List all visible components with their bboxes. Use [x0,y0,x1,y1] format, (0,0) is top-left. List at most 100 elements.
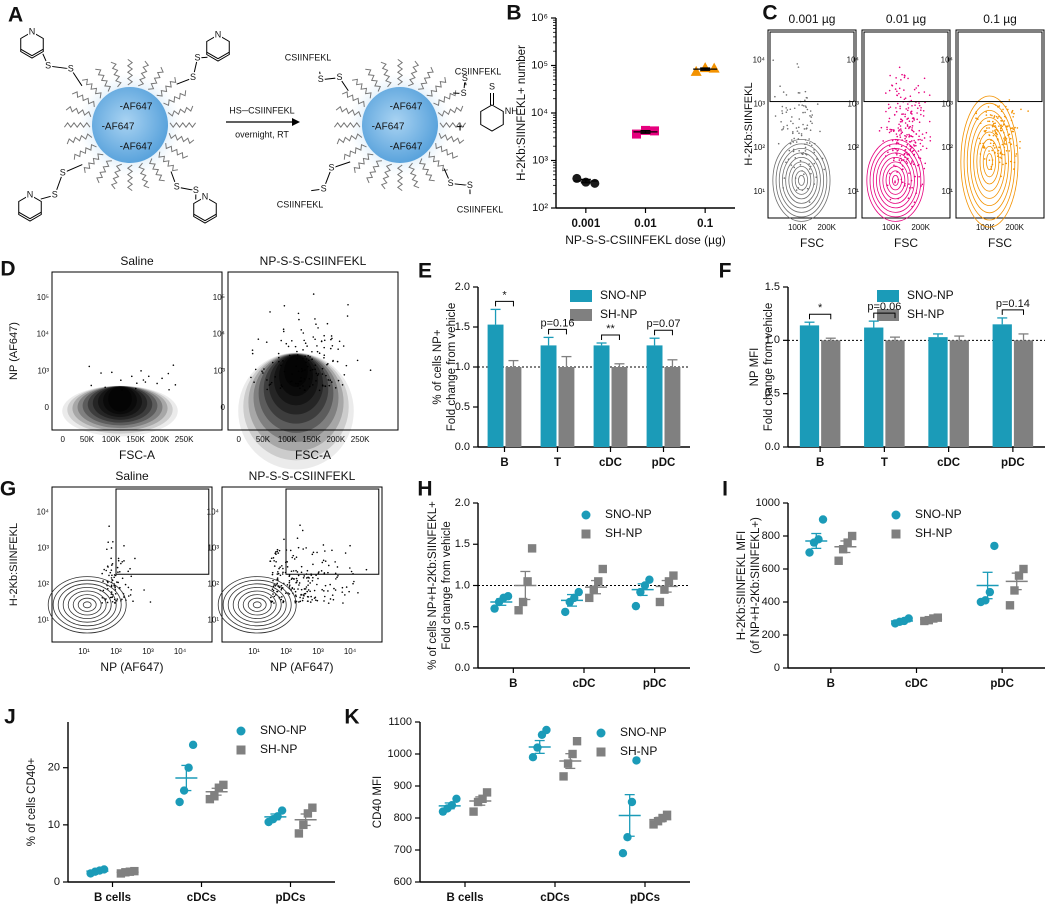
ligand [83,153,104,173]
event [292,554,295,557]
event [925,147,928,150]
legend-label: SH-NP [605,526,642,540]
contour [892,174,899,186]
event [898,129,901,131]
event [907,103,909,105]
event [297,385,299,387]
event [914,175,916,178]
panel-letter: F [719,260,732,283]
y-tick-label: 10⁴ [753,56,766,65]
event [813,149,815,151]
y-tick-label: 20 [48,762,60,774]
event [782,128,785,130]
arrow-head [292,118,300,126]
event [323,339,326,342]
event [1002,163,1004,166]
bar [487,324,504,447]
y-axis-label: % of cells CD40+ [26,757,38,846]
event [132,600,134,603]
event [1008,133,1011,136]
event [890,130,892,132]
contour [876,152,915,209]
point [631,601,641,611]
contour [866,138,925,222]
event [806,142,808,144]
annotation: * [818,302,823,314]
event [900,159,903,162]
legend-swatch [877,309,899,321]
event [915,144,917,147]
contour [798,174,805,186]
event [804,99,806,102]
event [899,155,902,157]
event [910,135,912,137]
event [116,598,119,600]
event [332,359,334,362]
y-tick-label: 10⁵ [37,293,49,302]
point [847,531,857,541]
event [124,583,127,586]
event [307,580,310,582]
ligand [418,158,435,182]
y-tick-label: 800 [394,812,412,824]
event [786,127,789,130]
event [115,599,118,602]
point [528,753,538,762]
event [903,76,906,79]
event [896,135,899,138]
event [907,77,909,80]
event [908,120,911,123]
point [130,866,139,876]
y-tick-label: 10³ [37,543,49,552]
event [119,586,121,589]
point [188,740,198,750]
contour [82,601,92,609]
contour [882,161,909,200]
significance-bracket [548,328,567,335]
event [110,569,113,571]
event [121,598,123,601]
contour [247,597,267,612]
x-tick-label: 10² [280,647,292,656]
y-tick-label: 0 [221,403,226,412]
x-tick-label: 100K [102,435,121,444]
bar [992,324,1012,447]
ligand [95,68,112,92]
event [904,148,907,151]
event [989,114,992,116]
linker [453,78,467,95]
event [303,339,305,342]
event [112,540,114,543]
event [895,110,898,113]
event [273,595,276,598]
event [901,131,904,134]
event [272,557,275,559]
event [906,162,909,164]
event [110,577,113,579]
contour [794,170,809,191]
fluorophore-label: -AF647 [390,142,423,153]
events [772,59,831,222]
x-axis-label: FSC-A [295,448,331,462]
event [296,358,298,360]
event [348,590,350,593]
peptide-label: CSIINFEKL [277,199,324,209]
y-axis-label: (of NP+H-2Kb:SIINFEKL+) [750,517,762,654]
event [295,595,297,598]
event [786,124,788,127]
event [902,113,904,115]
event [316,374,319,377]
event [983,158,986,160]
event [105,569,108,572]
y-tick-label: 10⁴ [941,56,954,65]
event [110,557,112,560]
event [809,115,811,117]
event [901,119,904,122]
event [317,572,320,574]
event [290,570,293,573]
legend-marker [891,529,901,539]
event [988,159,991,161]
event [891,84,893,86]
plot-frame [767,29,857,219]
event [266,379,268,381]
